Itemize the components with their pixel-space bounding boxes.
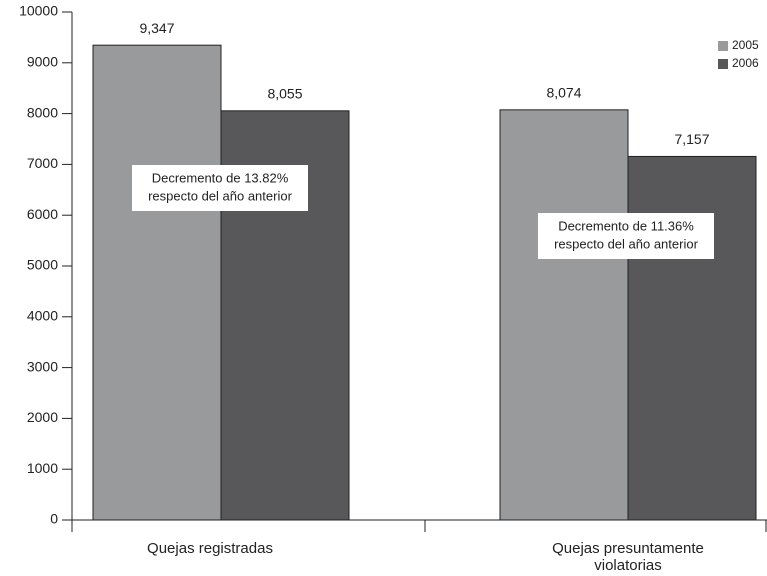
y-tick-label: 5000	[27, 257, 58, 273]
y-tick-label: 7000	[27, 155, 58, 171]
y-tick-label: 6000	[27, 206, 58, 222]
x-tick-label: Quejas presuntamente violatorias	[552, 540, 704, 574]
x-tick-label: Quejas registradas	[147, 540, 273, 557]
bar	[627, 155, 757, 521]
bar	[499, 109, 629, 521]
y-tick-label: 2000	[27, 409, 58, 425]
annotation: respecto del año anterior	[148, 188, 292, 203]
y-tick-label: 9000	[27, 54, 58, 70]
legend-label: 2005	[732, 38, 759, 52]
y-tick-label: 1000	[27, 460, 58, 476]
y-tick-label: 0	[50, 511, 58, 527]
legend-swatch	[718, 41, 728, 51]
y-tick-label: 3000	[27, 358, 58, 374]
annotation-box	[538, 213, 714, 259]
annotation: Decremento de 11.36%	[558, 218, 694, 233]
legend-swatch	[718, 59, 728, 69]
y-tick-label: 8000	[27, 104, 58, 120]
value-label: 9,347	[139, 20, 174, 36]
value-label: 8,055	[267, 86, 302, 102]
bar	[92, 44, 222, 521]
annotation: Decremento de 13.82%	[152, 170, 289, 185]
y-tick-label: 10000	[19, 3, 58, 19]
annotation: respecto del año anterior	[554, 236, 698, 251]
value-label: 8,074	[546, 85, 581, 101]
y-tick-label: 4000	[27, 308, 58, 324]
value-label: 7,157	[674, 131, 709, 147]
annotation-box	[132, 165, 308, 211]
legend-label: 2006	[732, 56, 759, 70]
